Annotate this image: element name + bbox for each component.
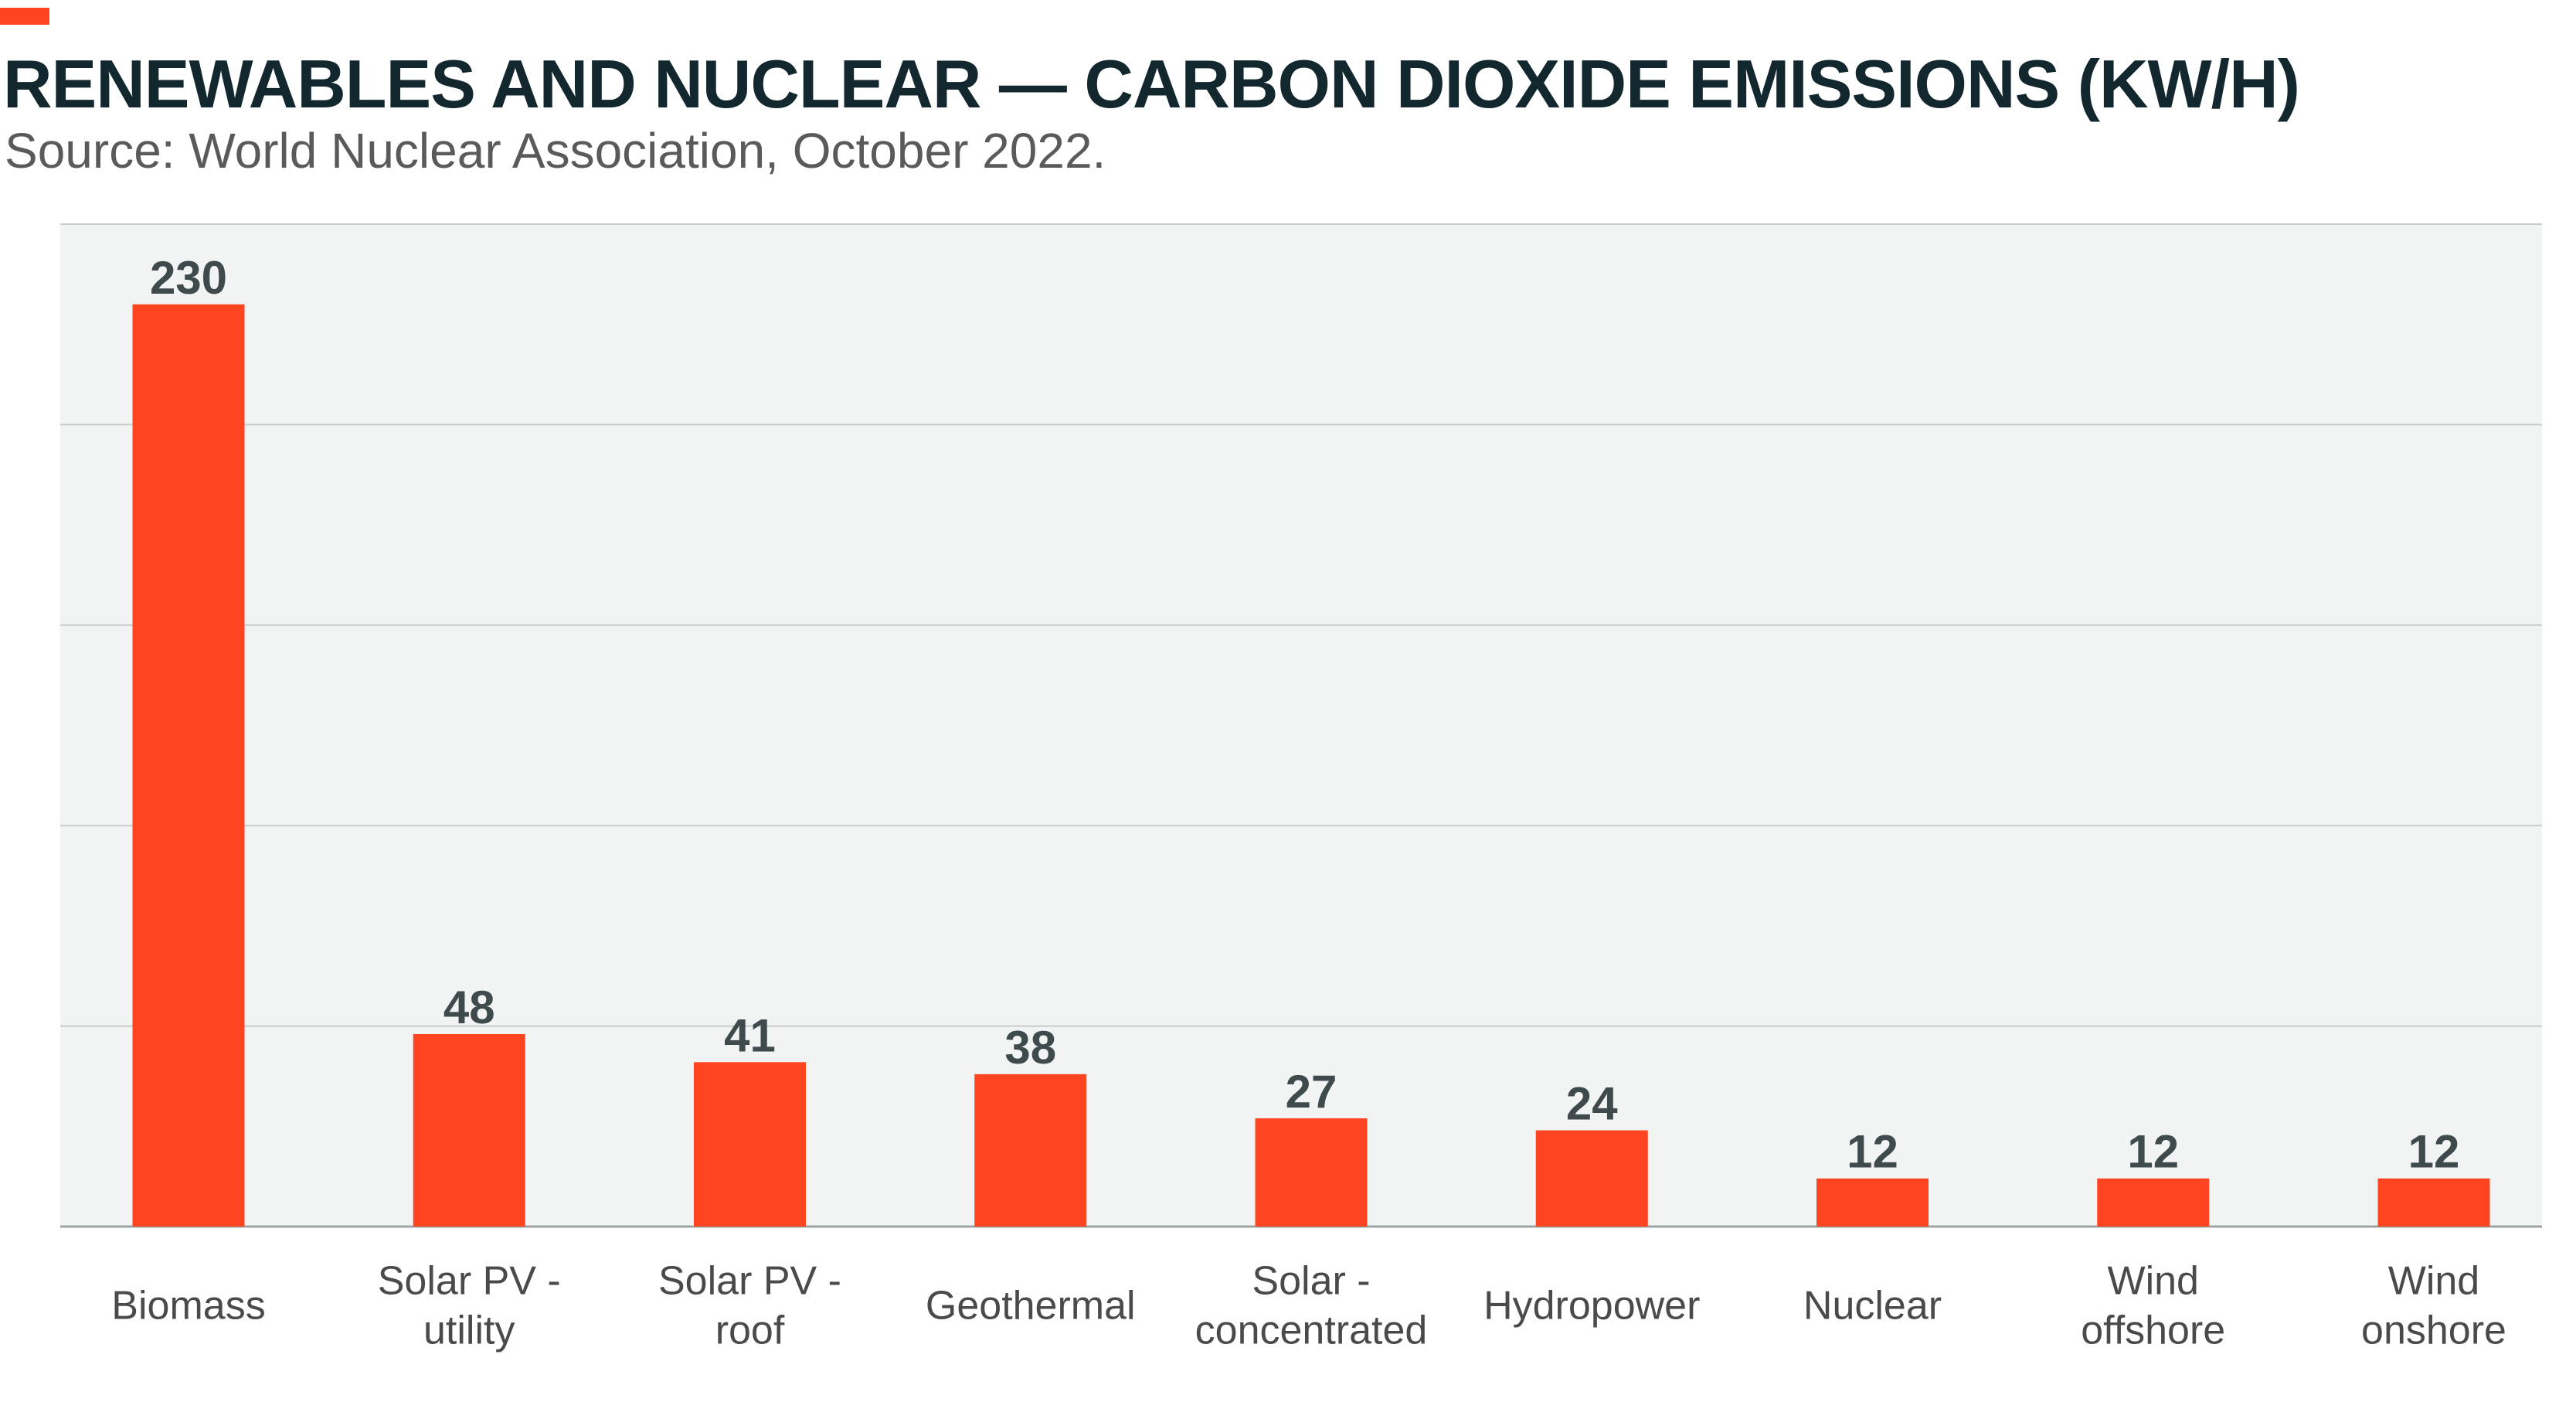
bar [2097,1178,2210,1227]
value-labels: 230 48 41 38 27 24 12 12 12 [150,252,2459,1178]
value-label: 24 [1566,1077,1618,1129]
chart-title: RENEWABLES AND NUCLEAR — CARBON DIOXIDE … [3,46,2300,122]
bar [413,1033,525,1227]
bar [2377,1178,2490,1227]
bars [132,304,2490,1227]
bar [132,304,245,1227]
value-label: 41 [724,1009,776,1061]
bar [974,1074,1087,1227]
category-label: Solar PV - [378,1259,561,1304]
category-label: onshore [2361,1308,2506,1353]
category-label: Solar PV - [658,1259,841,1304]
bar [1255,1118,1368,1227]
bar [1535,1130,1648,1227]
value-label: 48 [443,982,495,1033]
bar [1816,1178,1929,1227]
value-label: 12 [2127,1126,2179,1178]
bar [694,1062,806,1227]
category-label: Geothermal [926,1284,1136,1329]
category-label: Nuclear [1803,1284,1942,1329]
category-label: Biomass [111,1284,265,1329]
value-label: 38 [1004,1022,1056,1074]
category-label: concentrated [1195,1308,1428,1353]
value-label: 12 [2408,1126,2460,1178]
value-label: 27 [1286,1066,1337,1118]
category-label: utility [423,1308,515,1353]
category-label: offshore [2081,1308,2225,1353]
category-label: Solar - [1252,1259,1370,1304]
value-label: 12 [1847,1126,1898,1178]
accent-mark [0,8,49,25]
category-label: Hydropower [1483,1284,1700,1329]
category-label: roof [715,1308,785,1353]
category-label: Wind [2108,1259,2199,1304]
value-label: 230 [150,252,227,304]
chart-subtitle: Source: World Nuclear Association, Octob… [5,123,1106,179]
category-label: Wind [2388,1259,2479,1304]
